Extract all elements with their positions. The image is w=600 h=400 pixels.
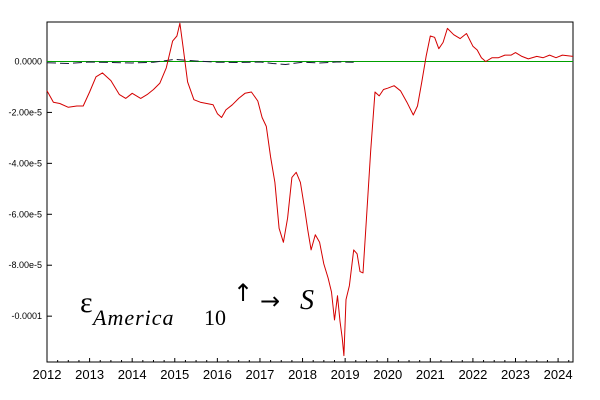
y-tick-label: -6.00e-5 [8, 209, 42, 219]
x-tick-label: 2023 [501, 367, 530, 382]
y-tick-label: -2.00e-5 [8, 107, 42, 117]
x-tick-label: 2014 [118, 367, 147, 382]
x-tick-label: 2012 [33, 367, 62, 382]
y-tick-label: -4.00e-5 [8, 158, 42, 168]
x-tick-label: 2016 [203, 367, 232, 382]
x-tick-label: 2021 [416, 367, 445, 382]
y-tick-label: -8.00e-5 [8, 260, 42, 270]
x-axis: 2012 2013 2014 2015 2016 2017 2018 2019 2020 2021… [33, 358, 573, 382]
x-tick-label: 2013 [75, 367, 104, 382]
x-tick-label: 2020 [373, 367, 402, 382]
series-layer [46, 22, 574, 357]
x-tick-label: 2024 [544, 367, 573, 382]
annotation-right-arrow-icon: → [260, 287, 280, 315]
x-tick-label: 2022 [458, 367, 487, 382]
y-axis: 0.0000 -2.00e-5 -4.00e-5 -6.00e-5 -8.00e-5 -0… [8, 56, 52, 321]
annotation-subscript: America [91, 305, 175, 330]
annotation-epsilon: ε [80, 286, 93, 319]
annotation-target: S [300, 285, 314, 316]
y-tick-label: 0.0000 [14, 56, 42, 66]
y-tick-label: -0.0001 [11, 311, 42, 321]
annotation-label: ε America 10 ↑ → S [80, 279, 314, 330]
x-tick-label: 2019 [331, 367, 360, 382]
series-line-2 [46, 58, 354, 65]
annotation-number: 10 [204, 305, 226, 330]
x-tick-label: 2015 [160, 367, 189, 382]
plot-area [46, 21, 574, 363]
x-tick-label: 2017 [245, 367, 274, 382]
x-tick-label: 2018 [288, 367, 317, 382]
annotation-up-arrow-icon: ↑ [233, 279, 253, 307]
series-line-1 [46, 22, 574, 357]
